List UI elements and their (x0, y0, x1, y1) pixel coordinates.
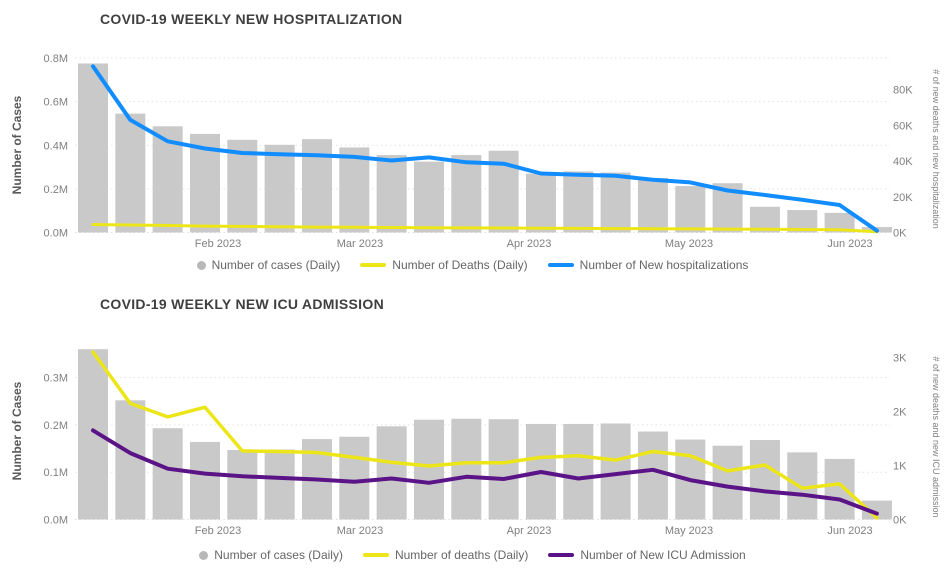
left-axis-tick-label: 0.0M (44, 228, 68, 240)
left-axis-tick-label: 0.2M (44, 420, 68, 432)
legend-line-marker (362, 553, 389, 557)
x-axis-tick-label: Feb 2023 (195, 525, 241, 537)
right-axis-tick-label: 20K (893, 192, 913, 204)
bar-number-of-cases-daily-week-19[interactable] (749, 440, 780, 520)
legend-line-marker (360, 263, 387, 267)
x-axis-tick-label: Apr 2023 (507, 238, 552, 250)
legend-label: Number of cases (Daily) (211, 258, 341, 272)
bar-number-of-cases-daily-week-16[interactable] (637, 431, 668, 520)
legend-label: Number of New hospitalizations (579, 258, 749, 272)
bar-number-of-cases-daily-week-13[interactable] (525, 173, 556, 233)
bar-number-of-cases-daily-week-10[interactable] (413, 419, 444, 520)
legend-line-marker (548, 553, 575, 557)
bar-number-of-cases-daily-week-2[interactable] (115, 400, 146, 520)
bar-number-of-cases-daily-week-11[interactable] (451, 418, 482, 520)
bar-number-of-cases-daily-week-20[interactable] (787, 210, 818, 233)
chart-covid-19-weekly-new-icu-admission: 0.0M 0.1M 0.2M 0.3M 0K 1K 2K 3K Feb 2023 Mar 2023… (10, 349, 941, 537)
x-axis-tick-label: Feb 2023 (195, 238, 241, 250)
right-axis-tick-label: 1K (893, 461, 907, 473)
bar-number-of-cases-daily-week-4[interactable] (189, 441, 220, 520)
legend-item-number-of-cases-daily[interactable]: Number of cases (Daily) (196, 258, 341, 272)
right-axis-title: # of new deaths and new ICU admission (931, 356, 941, 517)
legend-item-number-of-new-icu-admission[interactable]: Number of New ICU Admission (548, 548, 746, 562)
bar-number-of-cases-daily-week-6[interactable] (264, 449, 295, 520)
legend-label: Number of Deaths (Daily) (392, 258, 528, 272)
x-axis-tick-label: Mar 2023 (337, 238, 383, 250)
left-axis-tick-label: 0.0M (44, 515, 68, 527)
left-axis-tick-label: 0.3M (44, 373, 68, 385)
chart-title-icu: COVID-19 WEEKLY NEW ICU ADMISSION (100, 296, 384, 312)
legend-line-marker (547, 263, 574, 267)
chart-covid-19-weekly-new-hospitalization: 0.0M 0.2M 0.4M 0.6M 0.8M 0K 20K 40K 60K 80K Feb 20… (10, 53, 941, 250)
bar-number-of-cases-daily-week-5[interactable] (227, 449, 258, 520)
left-axis-tick-label: 0.8M (44, 53, 68, 65)
right-axis-tick-label: 60K (893, 120, 913, 132)
x-axis-tick-label: Apr 2023 (507, 525, 552, 537)
bar-number-of-cases-daily-week-3[interactable] (152, 428, 183, 520)
bar-number-of-cases-daily-week-1[interactable] (78, 63, 108, 233)
right-axis-tick-label: 3K (893, 353, 907, 365)
left-axis-title: Number of Cases (10, 381, 24, 480)
bar-number-of-cases-daily-week-6[interactable] (264, 144, 295, 233)
bar-number-of-cases-daily-week-10[interactable] (413, 161, 444, 233)
x-axis-tick-label: Mar 2023 (337, 525, 383, 537)
left-axis-tick-label: 0.6M (44, 97, 68, 109)
x-axis-tick-label: May 2023 (665, 525, 713, 537)
legend-item-number-of-deaths-daily[interactable]: Number of Deaths (Daily) (360, 258, 528, 272)
bar-number-of-cases-daily-week-22[interactable] (861, 500, 892, 520)
line-number-of-deaths-daily[interactable] (91, 350, 879, 520)
bar-number-of-cases-daily-week-8[interactable] (339, 436, 370, 520)
right-axis-tick-label: 2K (893, 407, 907, 419)
legend-label: Number of New ICU Admission (580, 548, 746, 562)
x-axis-tick-label: May 2023 (665, 238, 713, 250)
legend-hospitalization: Number of cases (Daily) Number of Deaths … (0, 258, 945, 272)
legend-item-number-of-cases-daily[interactable]: Number of cases (Daily) (199, 548, 343, 562)
bar-number-of-cases-daily-week-9[interactable] (376, 155, 407, 233)
bar-number-of-cases-daily-week-2[interactable] (115, 113, 146, 233)
line-number-of-deaths-daily[interactable] (91, 223, 879, 234)
bar-number-of-cases-daily-week-12[interactable] (488, 419, 519, 520)
legend-label: Number of cases (Daily) (214, 548, 343, 562)
bar-number-of-cases-daily-week-9[interactable] (376, 426, 407, 520)
bar-number-of-cases-daily-week-14[interactable] (563, 171, 594, 233)
bar-number-of-cases-daily-week-16[interactable] (637, 177, 668, 233)
right-axis-tick-label: 40K (893, 156, 913, 168)
right-axis-title: # of new deaths and new hospitalization (931, 69, 941, 229)
legend-dot-marker (196, 260, 206, 270)
left-axis-tick-label: 0.4M (44, 140, 68, 152)
chart-title-hospitalization: COVID-19 WEEKLY NEW HOSPITALIZATION (100, 11, 403, 27)
right-axis-tick-label: 0K (893, 228, 907, 240)
legend-icu: Number of cases (Daily) Number of deaths … (0, 548, 945, 562)
bar-number-of-cases-daily-week-11[interactable] (451, 155, 482, 233)
legend-dot-marker (199, 550, 209, 560)
bar-number-of-cases-daily-week-21[interactable] (824, 212, 855, 233)
bar-number-of-cases-daily-week-21[interactable] (824, 458, 855, 520)
bar-number-of-cases-daily-week-15[interactable] (600, 172, 631, 233)
x-axis-tick-label: Jun 2023 (827, 525, 872, 537)
line-number-of-new-icu-admission[interactable] (91, 428, 879, 516)
legend-item-number-of-deaths-daily[interactable]: Number of deaths (Daily) (362, 548, 529, 562)
left-axis-tick-label: 0.1M (44, 467, 68, 479)
legend-label: Number of deaths (Daily) (394, 548, 529, 562)
right-axis-tick-label: 0K (893, 515, 907, 527)
bar-number-of-cases-daily-week-17[interactable] (675, 186, 706, 233)
bar-number-of-cases-daily-week-14[interactable] (563, 423, 594, 520)
legend-item-number-of-new-hospitalizations[interactable]: Number of New hospitalizations (547, 258, 749, 272)
x-axis-tick-label: Jun 2023 (827, 238, 872, 250)
right-axis-tick-label: 80K (893, 85, 913, 97)
left-axis-tick-label: 0.2M (44, 184, 68, 196)
line-number-of-new-hospitalizations[interactable] (91, 64, 879, 233)
left-axis-title: Number of Cases (10, 95, 24, 194)
bar-number-of-cases-daily-week-8[interactable] (339, 147, 370, 233)
bar-number-of-cases-daily-week-18[interactable] (712, 445, 743, 520)
bar-number-of-cases-daily-week-1[interactable] (78, 349, 108, 520)
